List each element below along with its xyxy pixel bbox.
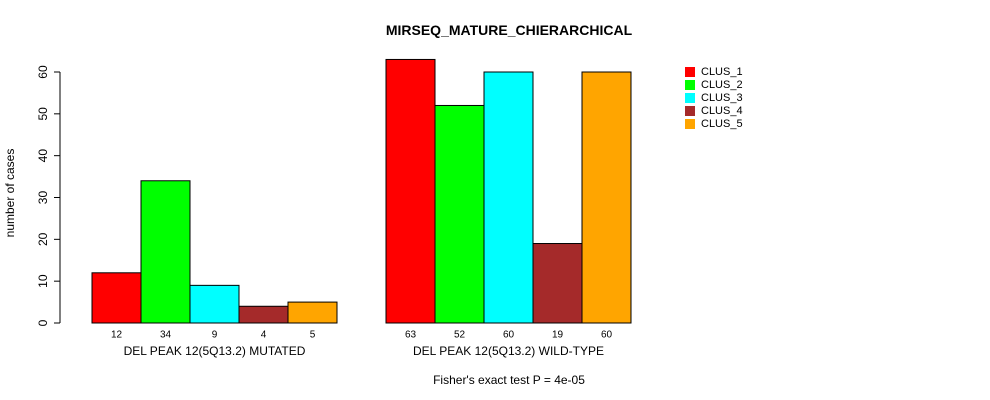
- bar-value-label: 52: [454, 330, 466, 341]
- bar-value-label: 5: [310, 330, 316, 341]
- y-tick-label: 0: [36, 319, 50, 326]
- bar-value-label: 34: [160, 330, 172, 341]
- group-label: DEL PEAK 12(5Q13.2) WILD-TYPE: [413, 344, 604, 358]
- bar-value-label: 60: [503, 330, 515, 341]
- bar-clus-1-group-1: [91, 272, 142, 324]
- legend-label: CLUS_1: [701, 66, 743, 78]
- bar-clus-2-group-1: [140, 180, 191, 324]
- y-tick-label: 10: [36, 274, 50, 288]
- bar-value-label: 19: [552, 330, 564, 341]
- y-tick-label: 50: [36, 107, 50, 121]
- group-labels: DEL PEAK 12(5Q13.2) MUTATED DEL PEAK 12(5…: [124, 344, 604, 358]
- group-label: DEL PEAK 12(5Q13.2) MUTATED: [124, 344, 306, 358]
- bar-value-label: 9: [212, 330, 218, 341]
- y-tick-label: 30: [36, 191, 50, 205]
- legend-swatch: [685, 67, 695, 77]
- chart-title: MIRSEQ_MATURE_CHIERARCHICAL: [386, 22, 633, 38]
- bar-value-label: 60: [601, 330, 613, 341]
- bar-clus-5-group-2: [581, 71, 632, 324]
- legend-label: CLUS_3: [701, 92, 743, 104]
- legend-swatch: [685, 106, 695, 116]
- y-tick-label: 40: [36, 149, 50, 163]
- legend-swatch: [685, 80, 695, 90]
- bar-value-label: 12: [111, 330, 123, 341]
- bar-value-label: 63: [405, 330, 417, 341]
- y-tick-label: 60: [36, 65, 50, 79]
- bar-clus-5-group-1: [287, 301, 338, 324]
- legend-label: CLUS_5: [701, 118, 743, 130]
- legend-swatch: [685, 119, 695, 129]
- bar-value-label: 4: [261, 330, 267, 341]
- y-axis: 0 10 20 30 40 50 60: [36, 65, 61, 326]
- footnote: Fisher's exact test P = 4e-05: [433, 373, 585, 387]
- legend-label: CLUS_4: [701, 105, 743, 117]
- bar-clus-1-group-2: [385, 58, 436, 324]
- bar-clus-3-group-2: [483, 71, 534, 324]
- bar-value-labels: 12 34 9 4 5 63 52 60 19 60: [111, 330, 613, 341]
- legend-swatch: [685, 93, 695, 103]
- legend-label: CLUS_2: [701, 79, 743, 91]
- y-axis-label: number of cases: [3, 149, 17, 238]
- bar-clus-2-group-2: [434, 104, 485, 324]
- bars: [91, 58, 632, 324]
- bar-clus-4-group-2: [532, 243, 583, 324]
- bar-clus-4-group-1: [238, 305, 289, 324]
- bar-clus-3-group-1: [189, 284, 240, 324]
- y-tick-label: 20: [36, 232, 50, 246]
